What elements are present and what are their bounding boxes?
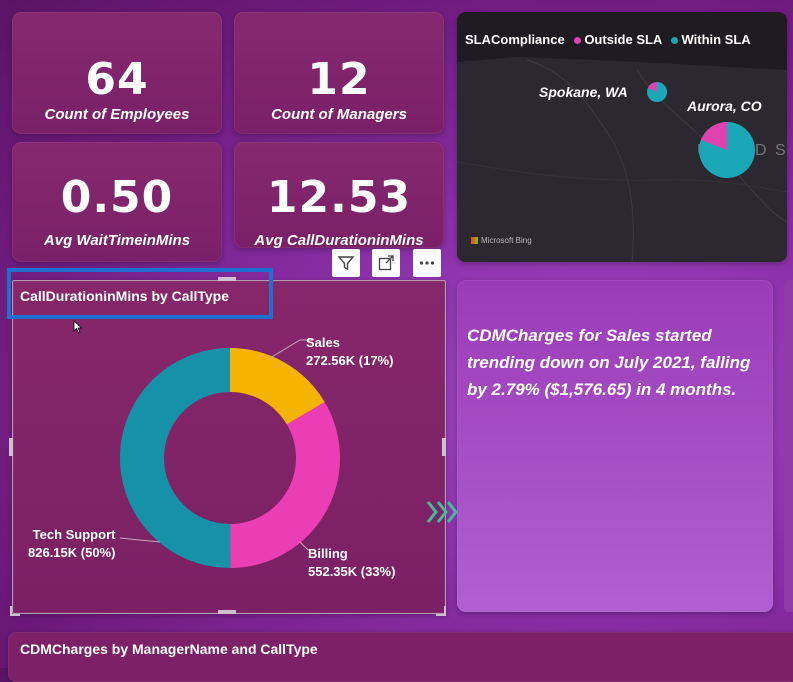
kpi-label: Count of Managers bbox=[271, 106, 407, 123]
kpi-card-call-duration[interactable]: 12.53 Avg CallDurationinMins bbox=[234, 142, 444, 248]
donut-slice-billing[interactable] bbox=[230, 402, 340, 568]
smart-narrative-card[interactable] bbox=[457, 280, 773, 612]
kpi-value: 12.53 bbox=[266, 172, 412, 223]
label-sales: Sales 272.56K (17%) bbox=[306, 335, 394, 368]
legend-dot-outside-sla bbox=[574, 37, 582, 45]
legend-within-sla: Within SLA bbox=[681, 32, 751, 47]
resize-handle-right[interactable] bbox=[442, 438, 446, 456]
legend-title: SLACompliance bbox=[465, 32, 565, 47]
leader-line-tech-support bbox=[119, 537, 161, 543]
leader-line-billing bbox=[299, 541, 314, 551]
value-tech-support: 826.15K (50%) bbox=[28, 545, 116, 560]
map-bubbles bbox=[647, 82, 755, 178]
value-billing: 552.35K (33%) bbox=[308, 564, 396, 579]
kpi-card-employees[interactable]: 64 Count of Employees bbox=[12, 12, 222, 134]
bubble-spokane bbox=[647, 82, 667, 102]
leader-line-sales bbox=[269, 339, 312, 359]
narrative-text: CDMCharges for Sales started trending do… bbox=[467, 326, 751, 399]
mouse-cursor-icon bbox=[73, 320, 83, 334]
legend-dot-within-sla bbox=[671, 37, 679, 45]
legend-outside-sla: Outside SLA bbox=[584, 32, 662, 47]
kpi-value: 64 bbox=[85, 54, 149, 105]
more-options-button[interactable] bbox=[413, 249, 441, 277]
kpi-label: Avg CallDurationinMins bbox=[254, 232, 424, 248]
sla-map-card[interactable]: SLACompliance Outside SLA Within SLA Spo… bbox=[457, 12, 787, 262]
bing-attribution: Microsoft Bing bbox=[471, 236, 532, 245]
bing-logo-icon bbox=[471, 237, 478, 245]
filter-button[interactable] bbox=[332, 249, 360, 277]
resize-handle-bottom-left[interactable] bbox=[10, 606, 20, 616]
donut-slice-sales[interactable] bbox=[230, 348, 325, 425]
kpi-card-wait-time[interactable]: 0.50 Avg WaitTimeinMins bbox=[12, 142, 222, 262]
kpi-value: 12 bbox=[307, 54, 371, 105]
resize-handle-top[interactable] bbox=[218, 277, 236, 281]
label-tech-support: Tech Support 826.15K (50%) bbox=[28, 527, 116, 560]
resize-handle-left[interactable] bbox=[9, 438, 13, 456]
navigate-chevrons-icon[interactable] bbox=[424, 497, 464, 527]
bottom-chart-title: CDMCharges by ManagerName and CallType bbox=[20, 641, 318, 657]
kpi-card-managers[interactable]: 12 Count of Managers bbox=[234, 12, 444, 134]
resize-handle-bottom-right[interactable] bbox=[436, 606, 446, 616]
label-billing: Billing 552.35K (33%) bbox=[308, 546, 396, 579]
filter-icon bbox=[337, 256, 355, 271]
value-sales: 272.56K (17%) bbox=[306, 353, 394, 368]
focus-mode-icon bbox=[378, 255, 394, 271]
bubble-aurora bbox=[699, 122, 755, 178]
donut-slice-tech-support[interactable] bbox=[119, 348, 231, 568]
map-legend: SLACompliance Outside SLA Within SLA bbox=[465, 32, 751, 47]
map-label-spokane: Spokane, WA bbox=[539, 84, 628, 100]
more-options-icon bbox=[419, 261, 435, 265]
donut-chart[interactable] bbox=[12, 280, 444, 612]
map-label-aurora: Aurora, CO bbox=[687, 98, 762, 114]
focus-mode-button[interactable] bbox=[372, 249, 400, 277]
bottom-chart-card[interactable] bbox=[8, 632, 793, 682]
donut-chart-title: CallDurationinMins by CallType bbox=[20, 288, 229, 304]
kpi-label: Count of Employees bbox=[44, 106, 190, 123]
title-highlight-box bbox=[7, 268, 273, 319]
kpi-label: Avg WaitTimeinMins bbox=[43, 232, 191, 249]
kpi-value: 0.50 bbox=[60, 172, 174, 223]
resize-handle-bottom[interactable] bbox=[218, 610, 236, 614]
card-scroll-edge bbox=[784, 280, 793, 612]
